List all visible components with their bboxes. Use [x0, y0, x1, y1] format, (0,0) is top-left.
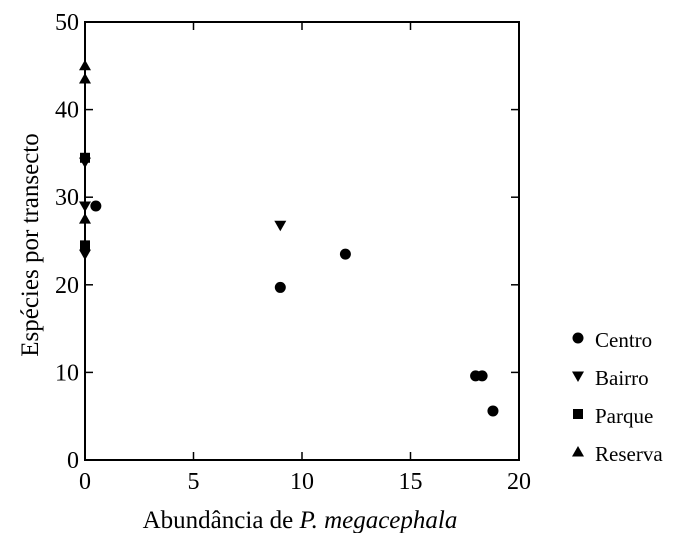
- x-tick-label: 0: [79, 469, 91, 495]
- y-tick-label: 10: [55, 360, 79, 386]
- legend-marker-bairro: [572, 371, 584, 382]
- legend-marker-reserva: [572, 446, 584, 457]
- point-bairro: [79, 201, 91, 212]
- x-axis-label-prefix: Abundância de: [143, 507, 300, 533]
- data-points: [79, 59, 499, 417]
- point-bairro: [274, 220, 287, 232]
- x-ticks: 0 5 10 15 20: [79, 22, 531, 495]
- point-centro: [476, 370, 488, 382]
- legend-label-centro: Centro: [595, 328, 652, 352]
- legend-label-parque: Parque: [595, 404, 653, 428]
- point-centro: [90, 200, 102, 212]
- point-centro: [487, 405, 499, 417]
- y-tick-label: 50: [55, 10, 79, 36]
- point-parque: [80, 240, 90, 251]
- axes: [84, 21, 520, 461]
- point-centro: [339, 248, 351, 260]
- point-reserva: [79, 59, 91, 71]
- y-tick-label: 40: [55, 98, 79, 124]
- legend: Centro Bairro Parque Reserva: [572, 328, 663, 466]
- point-bairro: [79, 249, 91, 261]
- plot-frame: [84, 21, 520, 461]
- point-centro: [274, 281, 286, 293]
- x-tick-label: 15: [399, 469, 423, 495]
- x-tick-label: 10: [290, 469, 314, 495]
- y-tick-label: 30: [55, 185, 79, 211]
- x-tick-label: 20: [507, 469, 531, 495]
- point-parque: [80, 152, 90, 163]
- legend-marker-parque: [573, 409, 583, 419]
- point-reserva: [79, 213, 91, 224]
- point-reserva: [79, 72, 91, 84]
- legend-label-reserva: Reserva: [595, 442, 663, 466]
- y-tick-label: 0: [67, 448, 79, 474]
- x-axis-label-italic: P. megacephala: [299, 507, 458, 533]
- y-axis-label: Espécies por transecto: [17, 133, 44, 357]
- y-tick-label: 20: [55, 273, 79, 299]
- legend-marker-centro: [572, 332, 584, 344]
- legend-label-bairro: Bairro: [595, 366, 649, 390]
- y-ticks: 0 10 20 30 40 50: [55, 10, 519, 474]
- x-axis-label: Abundância de P. megacephala: [143, 507, 458, 533]
- x-tick-label: 5: [188, 469, 200, 495]
